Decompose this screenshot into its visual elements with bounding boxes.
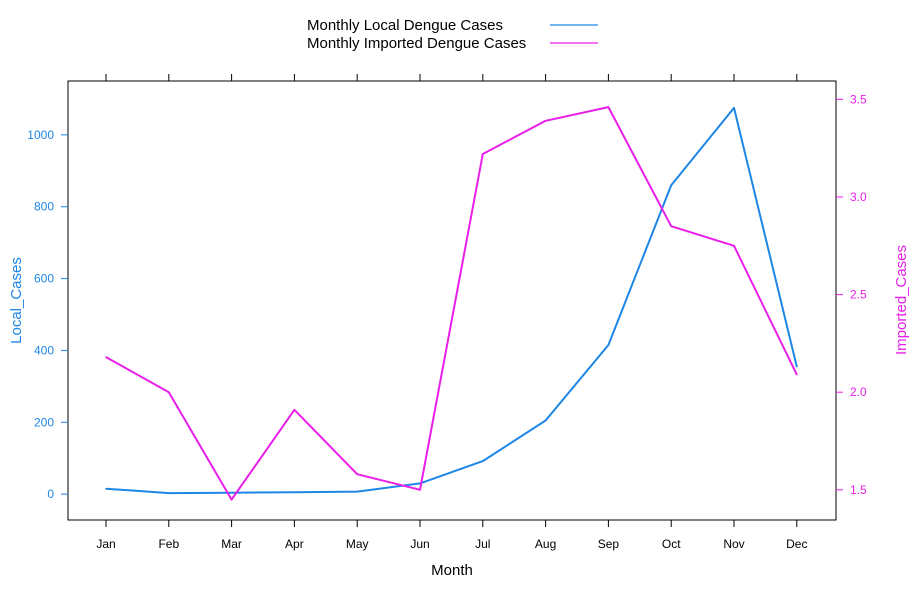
y-right-tick-label: 3.0 <box>850 190 867 204</box>
data-point <box>230 491 233 494</box>
x-tick-label: Jun <box>410 537 429 551</box>
data-point <box>796 365 798 368</box>
y-right-tick-label: 2.0 <box>850 385 867 399</box>
data-point <box>356 490 359 493</box>
x-tick-label: Sep <box>598 537 620 551</box>
x-tick-label: Apr <box>285 537 304 551</box>
data-point <box>230 498 233 501</box>
data-point <box>356 473 359 476</box>
data-point <box>105 356 107 358</box>
data-point <box>733 107 735 109</box>
data-point <box>168 492 170 494</box>
x-tick-label: Mar <box>221 537 242 551</box>
plot-frame <box>67 80 837 521</box>
x-tick-label: May <box>346 537 369 551</box>
data-point <box>482 153 484 155</box>
data-point <box>293 491 296 494</box>
x-axis-label: Month <box>431 562 473 579</box>
y-left-tick-label: 200 <box>34 415 54 429</box>
y-right-tick-label: 1.5 <box>850 483 867 497</box>
x-tick-label: Nov <box>723 537 744 551</box>
legend-label: Monthly Local Dengue Cases <box>307 17 503 34</box>
x-tick-label: Aug <box>535 537 556 551</box>
y-right-tick-label: 2.5 <box>850 288 867 302</box>
y-left-tick-label: 800 <box>34 200 54 214</box>
data-point <box>607 106 610 108</box>
data-point <box>796 373 798 376</box>
y-left-tick-label: 600 <box>34 272 54 286</box>
y-left-tick-label: 400 <box>34 343 54 357</box>
plot-area: Jan Feb Mar Apr May Jun Jul Aug Sep Oct Nov Dec 0 200… <box>8 74 910 579</box>
x-tick-label: Feb <box>158 537 179 551</box>
data-point <box>168 391 170 394</box>
y-left-axis-label: Local_Cases <box>8 257 25 344</box>
y-left-tick-label: 0 <box>47 487 54 501</box>
data-point <box>670 184 672 186</box>
y-right-axis-label: Imported_Cases <box>893 245 910 355</box>
y-left-tick-label: 1000 <box>27 128 54 142</box>
data-point <box>105 487 107 490</box>
data-point <box>544 120 547 122</box>
data-point <box>419 489 421 491</box>
series-line-local <box>105 106 798 495</box>
data-point <box>733 244 735 247</box>
x-tick-label: Jan <box>96 537 115 551</box>
x-tick-label: Dec <box>786 537 807 551</box>
legend-label: Monthly Imported Dengue Cases <box>307 35 526 52</box>
data-point <box>544 419 547 422</box>
series-line-imported <box>105 106 798 501</box>
x-tick-label: Oct <box>662 537 681 551</box>
x-tick-label: Jul <box>475 537 490 551</box>
data-point <box>607 344 610 346</box>
y-right-tick-label: 3.5 <box>850 92 867 106</box>
data-point <box>482 460 484 462</box>
data-point <box>293 408 296 411</box>
data-point <box>670 225 672 228</box>
